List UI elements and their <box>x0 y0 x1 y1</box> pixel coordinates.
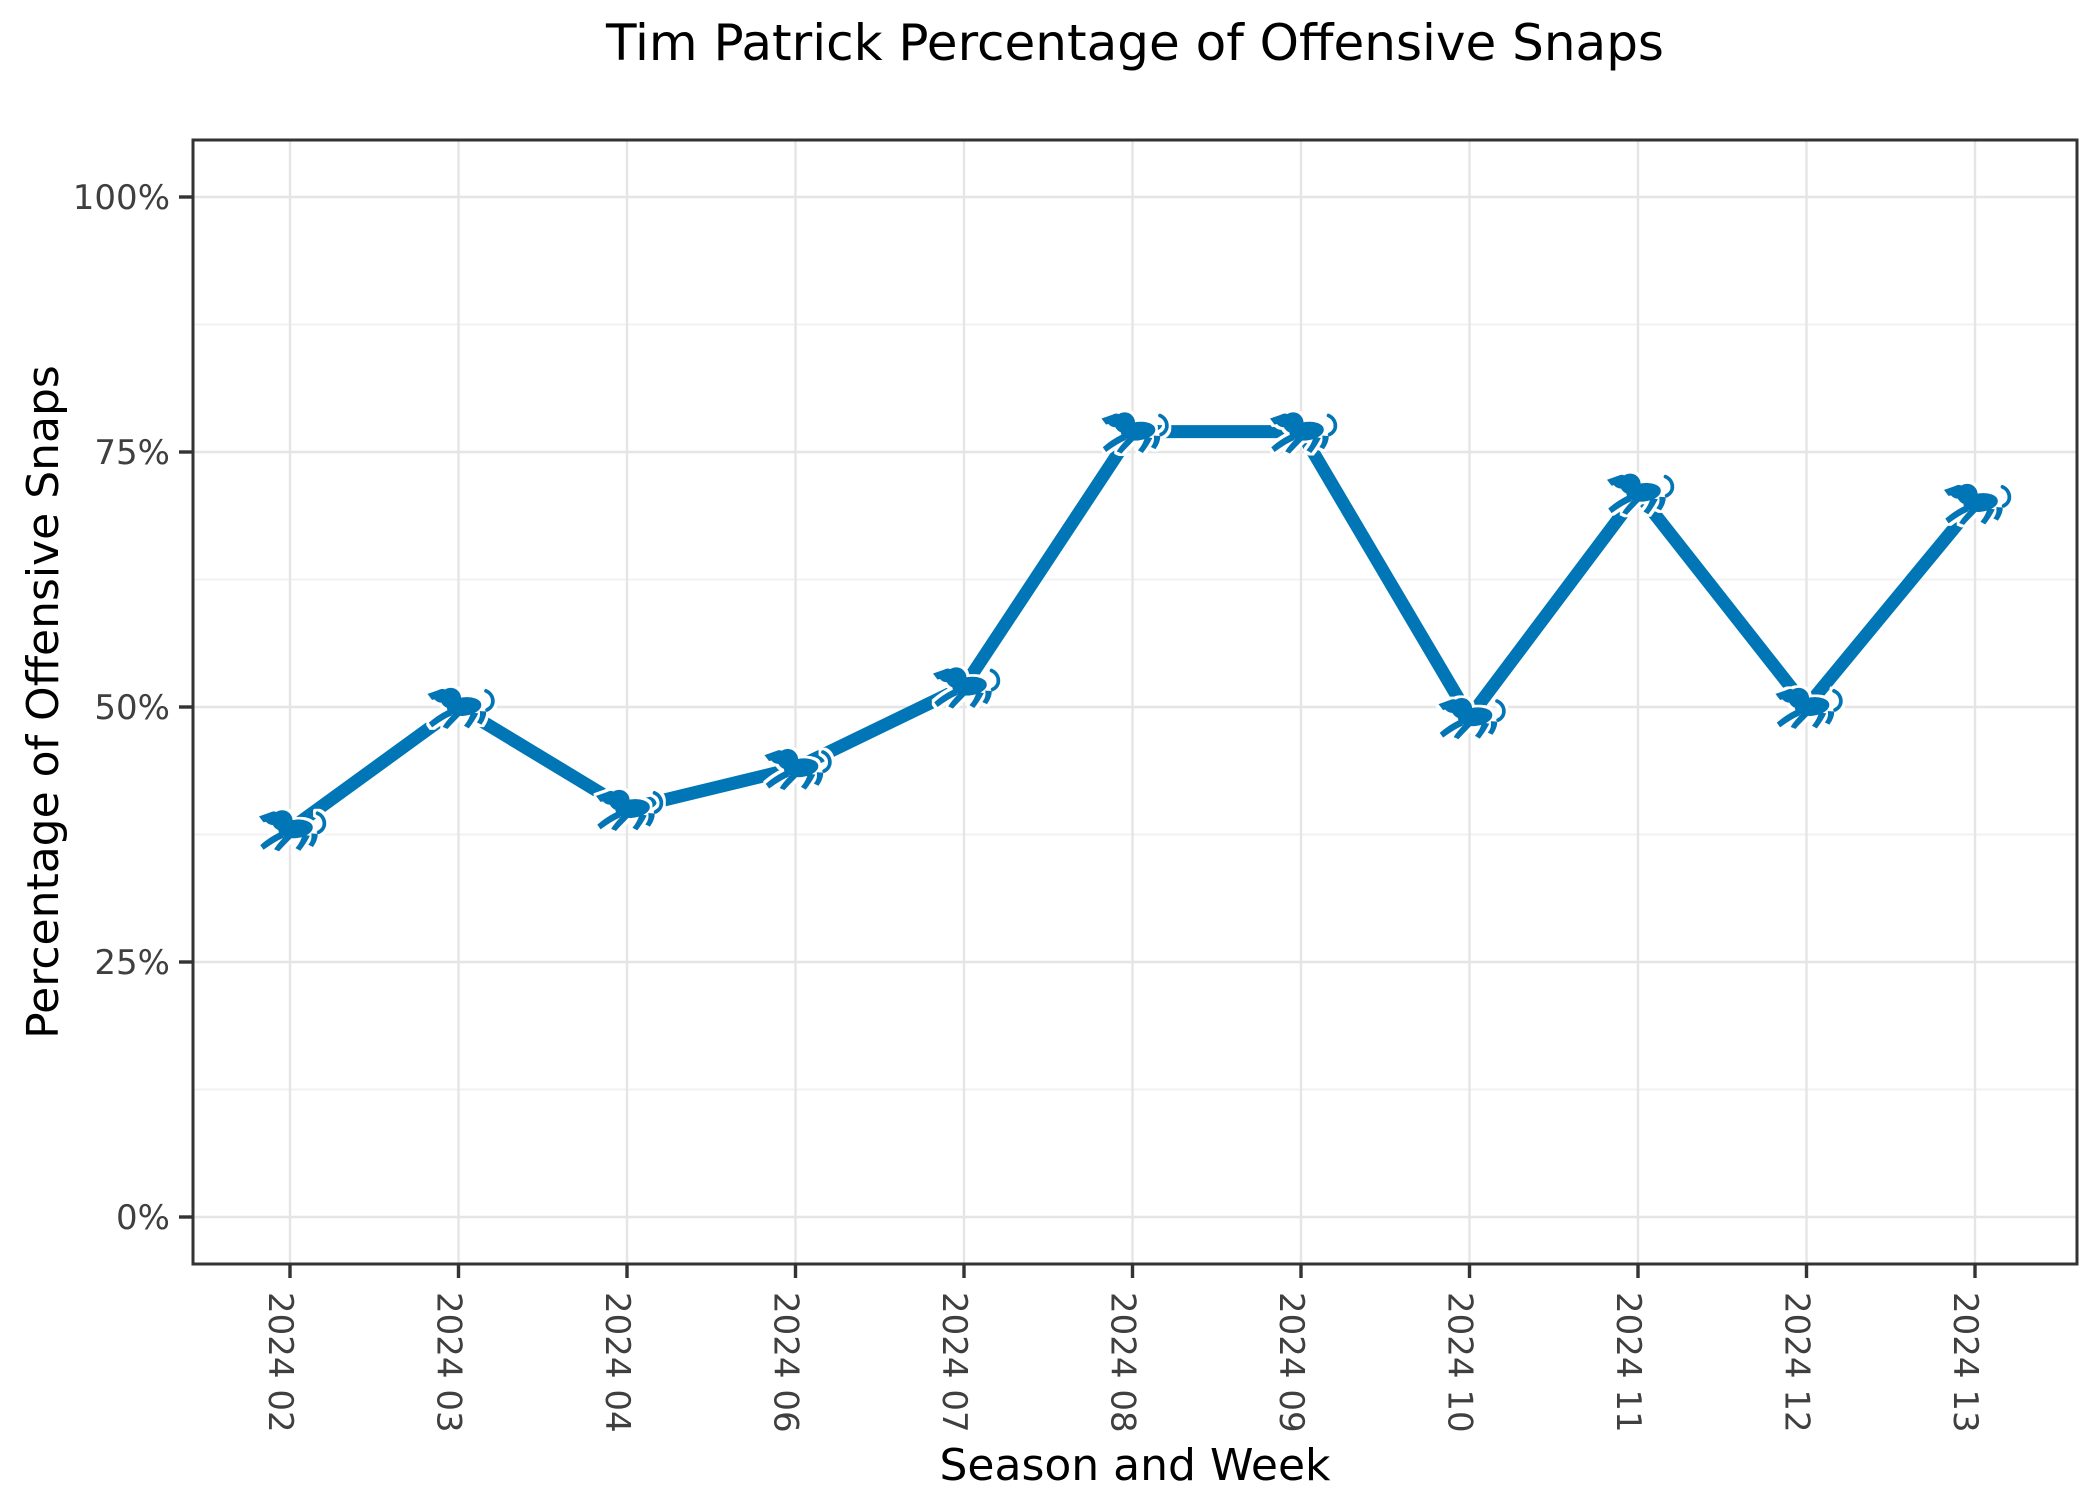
x-tick-label: 2024 02 <box>260 1292 300 1433</box>
x-tick-label: 2024 09 <box>1271 1292 1311 1433</box>
chart-title: Tim Patrick Percentage of Offensive Snap… <box>606 14 1664 72</box>
x-tick-label: 2024 06 <box>766 1292 806 1433</box>
y-tick-label: 25% <box>94 943 170 983</box>
y-tick-label: 75% <box>94 433 170 473</box>
lion-logo-icon <box>594 788 664 833</box>
y-tick-label: 50% <box>94 688 170 728</box>
x-tick-label: 2024 08 <box>1103 1292 1143 1433</box>
y-tick-label: 0% <box>116 1198 170 1238</box>
data-point-marker <box>594 788 664 833</box>
lion-logo-icon <box>1605 472 1675 517</box>
x-tick-label: 2024 11 <box>1608 1292 1648 1433</box>
data-point-marker <box>1942 482 2012 527</box>
panel-border <box>191 138 2079 1266</box>
y-tick-label: 100% <box>73 178 170 218</box>
x-tick-label: 2024 03 <box>429 1292 469 1433</box>
x-tick-label: 2024 04 <box>597 1292 637 1433</box>
x-tick-label: 2024 13 <box>1945 1292 1985 1433</box>
x-axis-title: Season and Week <box>939 1440 1331 1491</box>
x-tick-label: 2024 07 <box>934 1292 974 1433</box>
lion-logo-icon <box>1942 482 2012 527</box>
data-point-marker <box>1605 472 1675 517</box>
x-tick-label: 2024 10 <box>1440 1292 1480 1433</box>
x-tick-label: 2024 12 <box>1777 1292 1817 1433</box>
